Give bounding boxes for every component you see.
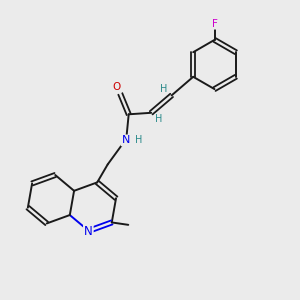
Text: H: H	[160, 84, 167, 94]
Text: H: H	[135, 135, 142, 146]
Text: N: N	[84, 225, 93, 238]
Text: N: N	[122, 135, 130, 146]
Text: F: F	[212, 19, 218, 29]
Text: O: O	[112, 82, 121, 92]
Text: H: H	[155, 114, 163, 124]
